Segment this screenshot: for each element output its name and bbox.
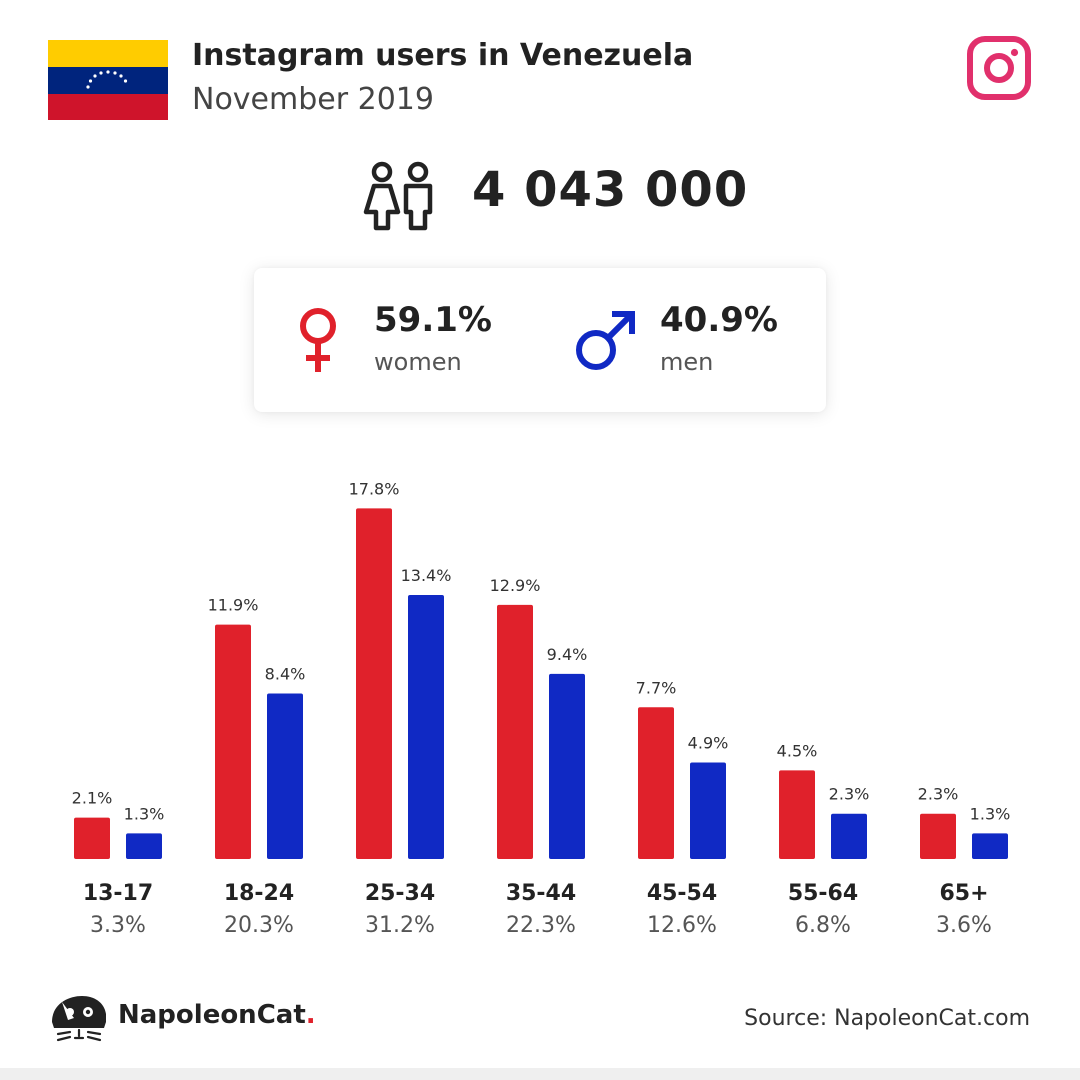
page-title: Instagram users in Venezuela	[192, 38, 694, 73]
bar-women-35-44	[497, 604, 533, 859]
men-label: men	[660, 348, 714, 376]
bar-men-25-34	[408, 595, 444, 859]
x-tick-label: 25-34	[365, 881, 435, 906]
data-label: 17.8%	[349, 479, 400, 498]
bar-women-13-17	[74, 817, 110, 859]
venezuela-flag-icon	[48, 40, 168, 120]
bar-women-55-64	[779, 770, 815, 859]
data-label: 1.3%	[970, 804, 1011, 823]
bar-women-18-24	[215, 624, 251, 859]
bar-men-13-17	[126, 833, 162, 859]
bar-men-35-44	[549, 673, 585, 859]
data-label: 13.4%	[401, 566, 452, 585]
bar-men-55-64	[831, 813, 867, 859]
data-label: 4.5%	[777, 741, 818, 760]
total-users-value: 4 043 000	[472, 162, 749, 218]
category-total-label: 20.3%	[224, 913, 294, 938]
source-credit: Source: NapoleonCat.com	[744, 1006, 1030, 1031]
men-percentage: 40.9%	[660, 300, 778, 340]
data-label: 1.3%	[124, 804, 165, 823]
women-label: women	[374, 348, 462, 376]
brand-dot: .	[305, 1000, 316, 1030]
category-total-label: 3.6%	[936, 913, 992, 938]
age-gender-bar-chart: 2.1% 1.3% 13-17 3.3% 11.9% 8.4% 18-24 20.3% 17.8…	[72, 479, 1011, 938]
bar-men-65+	[972, 833, 1008, 859]
x-tick-label: 18-24	[224, 881, 294, 906]
users-icon	[363, 161, 433, 231]
female-symbol-icon	[300, 308, 336, 372]
x-tick-label: 45-54	[647, 881, 717, 906]
brand-name-text: NapoleonCat	[118, 1000, 306, 1030]
bar-women-25-34	[356, 508, 392, 859]
napoleoncat-logo-icon	[52, 996, 106, 1042]
data-label: 2.3%	[918, 785, 959, 804]
category-total-label: 6.8%	[795, 913, 851, 938]
x-tick-label: 35-44	[506, 881, 576, 906]
x-tick-label: 13-17	[83, 881, 153, 906]
brand-name: NapoleonCat.	[118, 1000, 316, 1030]
data-label: 4.9%	[688, 733, 729, 752]
data-label: 9.4%	[547, 645, 588, 664]
data-label: 12.9%	[490, 576, 541, 595]
data-label: 2.3%	[829, 785, 870, 804]
category-total-label: 31.2%	[365, 913, 435, 938]
bar-men-18-24	[267, 693, 303, 859]
bar-men-45-54	[690, 762, 726, 859]
x-tick-label: 65+	[939, 881, 988, 906]
gender-split-card: 59.1% women 40.9% men	[254, 268, 826, 412]
footer-strip	[0, 1068, 1080, 1080]
x-tick-label: 55-64	[788, 881, 858, 906]
data-label: 2.1%	[72, 789, 113, 808]
category-total-label: 22.3%	[506, 913, 576, 938]
data-label: 7.7%	[636, 678, 677, 697]
data-label: 8.4%	[265, 665, 306, 684]
instagram-icon	[967, 36, 1031, 100]
bar-women-45-54	[638, 707, 674, 859]
page-subtitle: November 2019	[192, 82, 434, 117]
bar-women-65+	[920, 813, 956, 859]
male-symbol-icon	[576, 311, 635, 370]
women-percentage: 59.1%	[374, 300, 492, 340]
category-total-label: 3.3%	[90, 913, 146, 938]
data-label: 11.9%	[208, 596, 259, 615]
category-total-label: 12.6%	[647, 913, 717, 938]
